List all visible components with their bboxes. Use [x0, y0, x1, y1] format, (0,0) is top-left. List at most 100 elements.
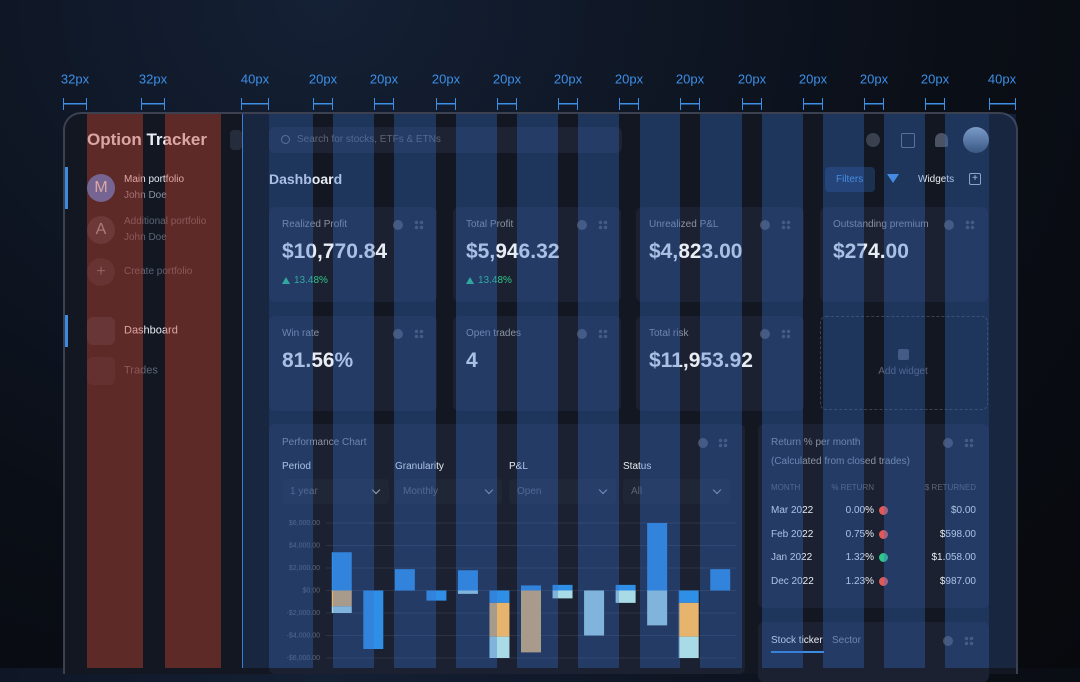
drag-handle[interactable] — [718, 438, 728, 448]
create-icon[interactable]: + — [87, 258, 115, 286]
filter-select[interactable]: Monthly — [395, 479, 502, 504]
tab[interactable]: Sector — [832, 635, 861, 646]
spacing-label: 20px — [553, 71, 583, 87]
card-change: 13.48% — [294, 275, 328, 286]
spacing-bracket — [436, 98, 456, 110]
drag-handle[interactable] — [598, 220, 608, 230]
add-widget-plus[interactable] — [898, 349, 909, 360]
info-icon[interactable] — [760, 220, 770, 230]
spacing-label: 20px — [492, 71, 522, 87]
filters-label[interactable]: Filters — [836, 174, 864, 185]
drag-handle[interactable] — [781, 220, 791, 230]
spacing-bracket — [313, 98, 333, 110]
filter-value[interactable]: All — [631, 486, 643, 497]
drag-handle[interactable] — [781, 329, 791, 339]
panel-title: Performance Chart — [282, 437, 367, 448]
theme-icon[interactable] — [866, 133, 880, 147]
drag-handle[interactable] — [964, 438, 974, 448]
status-icon — [879, 529, 888, 539]
bar-segment — [426, 590, 447, 601]
nav-item[interactable]: Trades — [124, 364, 158, 377]
drag-handle[interactable] — [598, 329, 608, 339]
info-icon[interactable] — [943, 636, 953, 646]
user-avatar[interactable] — [963, 127, 989, 153]
card-label: Total risk — [649, 328, 689, 339]
bar-segment — [457, 570, 478, 591]
spacing-label: 20px — [798, 71, 828, 87]
info-icon[interactable] — [577, 329, 587, 339]
bar-segment — [331, 590, 352, 607]
add-widget-label[interactable]: Add widget — [878, 366, 928, 377]
y-tick-label: $4,000.00 — [289, 542, 320, 549]
bell-icon[interactable] — [935, 133, 948, 147]
filter-select[interactable]: All — [623, 479, 730, 504]
filter-select[interactable]: 1 year — [282, 479, 389, 504]
filter-value[interactable]: Open — [517, 486, 542, 497]
portfolio-name[interactable]: Additional portfolio — [124, 216, 207, 227]
spacing-bracket — [241, 98, 269, 110]
info-icon[interactable] — [577, 220, 587, 230]
info-icon[interactable] — [698, 438, 708, 448]
search-placeholder[interactable]: Search for stocks, ETFs & ETNs — [297, 134, 441, 145]
spacing-bracket — [742, 98, 762, 110]
spacing-label: 40px — [987, 71, 1017, 87]
y-tick-label: $2,000.00 — [289, 565, 320, 572]
info-icon[interactable] — [944, 220, 954, 230]
portfolio-avatar[interactable]: A — [87, 216, 115, 244]
bar-segment — [331, 552, 352, 591]
bar-segment — [457, 590, 478, 594]
add-widget-icon[interactable]: + — [969, 173, 981, 185]
search-box[interactable] — [269, 127, 622, 153]
card-label: Realized Profit — [282, 219, 348, 230]
portfolio-avatar[interactable]: M — [87, 174, 115, 202]
column-header: MONTH — [771, 483, 801, 492]
filter-value[interactable]: Monthly — [403, 486, 439, 497]
filter-select[interactable]: Open — [509, 479, 616, 504]
y-tick-label: $6,000.00 — [289, 520, 320, 527]
drag-handle[interactable] — [414, 329, 424, 339]
nav-item[interactable]: Dashboard — [124, 324, 178, 337]
collapse-button[interactable] — [230, 130, 242, 150]
table-cell: $598.00 — [939, 528, 976, 540]
search-icon — [281, 135, 290, 144]
stat-card — [636, 316, 804, 411]
filter-label: Period — [282, 461, 311, 472]
drag-handle[interactable] — [965, 220, 975, 230]
stat-card — [820, 207, 988, 302]
nav-icon — [87, 357, 115, 385]
filter-label: Status — [623, 461, 652, 472]
portfolio-name[interactable]: Main portfolio — [124, 174, 185, 185]
info-icon[interactable] — [393, 220, 403, 230]
info-icon[interactable] — [943, 438, 953, 448]
y-tick-label: -$6,000.00 — [287, 655, 321, 662]
widgets-label[interactable]: Widgets — [918, 174, 955, 185]
drag-handle[interactable] — [414, 220, 424, 230]
y-tick-label: $0.00 — [302, 587, 320, 594]
tab[interactable]: Stock ticker — [771, 635, 823, 646]
info-icon[interactable] — [393, 329, 403, 339]
table-cell: 1.23% — [845, 576, 874, 588]
spacing-label: 20px — [920, 71, 950, 87]
filter-value[interactable]: 1 year — [290, 486, 318, 497]
card-label: Total Profit — [466, 219, 514, 230]
add-widget-card[interactable] — [820, 316, 988, 410]
spacing-bracket — [803, 98, 823, 110]
create-portfolio[interactable]: Create portfolio — [124, 266, 193, 277]
bar-segment — [647, 590, 668, 626]
filters-button[interactable] — [825, 167, 875, 192]
bar-segment — [615, 584, 636, 591]
spacing-bracket — [988, 98, 1016, 110]
filter-icon[interactable] — [887, 174, 899, 183]
card-value: $10,770.84 — [282, 240, 388, 263]
y-tick-label: -$4,000.00 — [287, 632, 321, 639]
drag-handle[interactable] — [964, 636, 974, 646]
spacing-label: 20px — [675, 71, 705, 87]
stat-card — [636, 207, 804, 302]
info-icon[interactable] — [760, 329, 770, 339]
filter-label: P&L — [509, 461, 528, 472]
bar-segment — [710, 569, 731, 591]
calendar-icon[interactable] — [901, 133, 915, 148]
card-label: Unrealized P&L — [649, 219, 719, 230]
bar-segment — [647, 523, 668, 591]
card-value: $274.00 — [833, 240, 909, 263]
